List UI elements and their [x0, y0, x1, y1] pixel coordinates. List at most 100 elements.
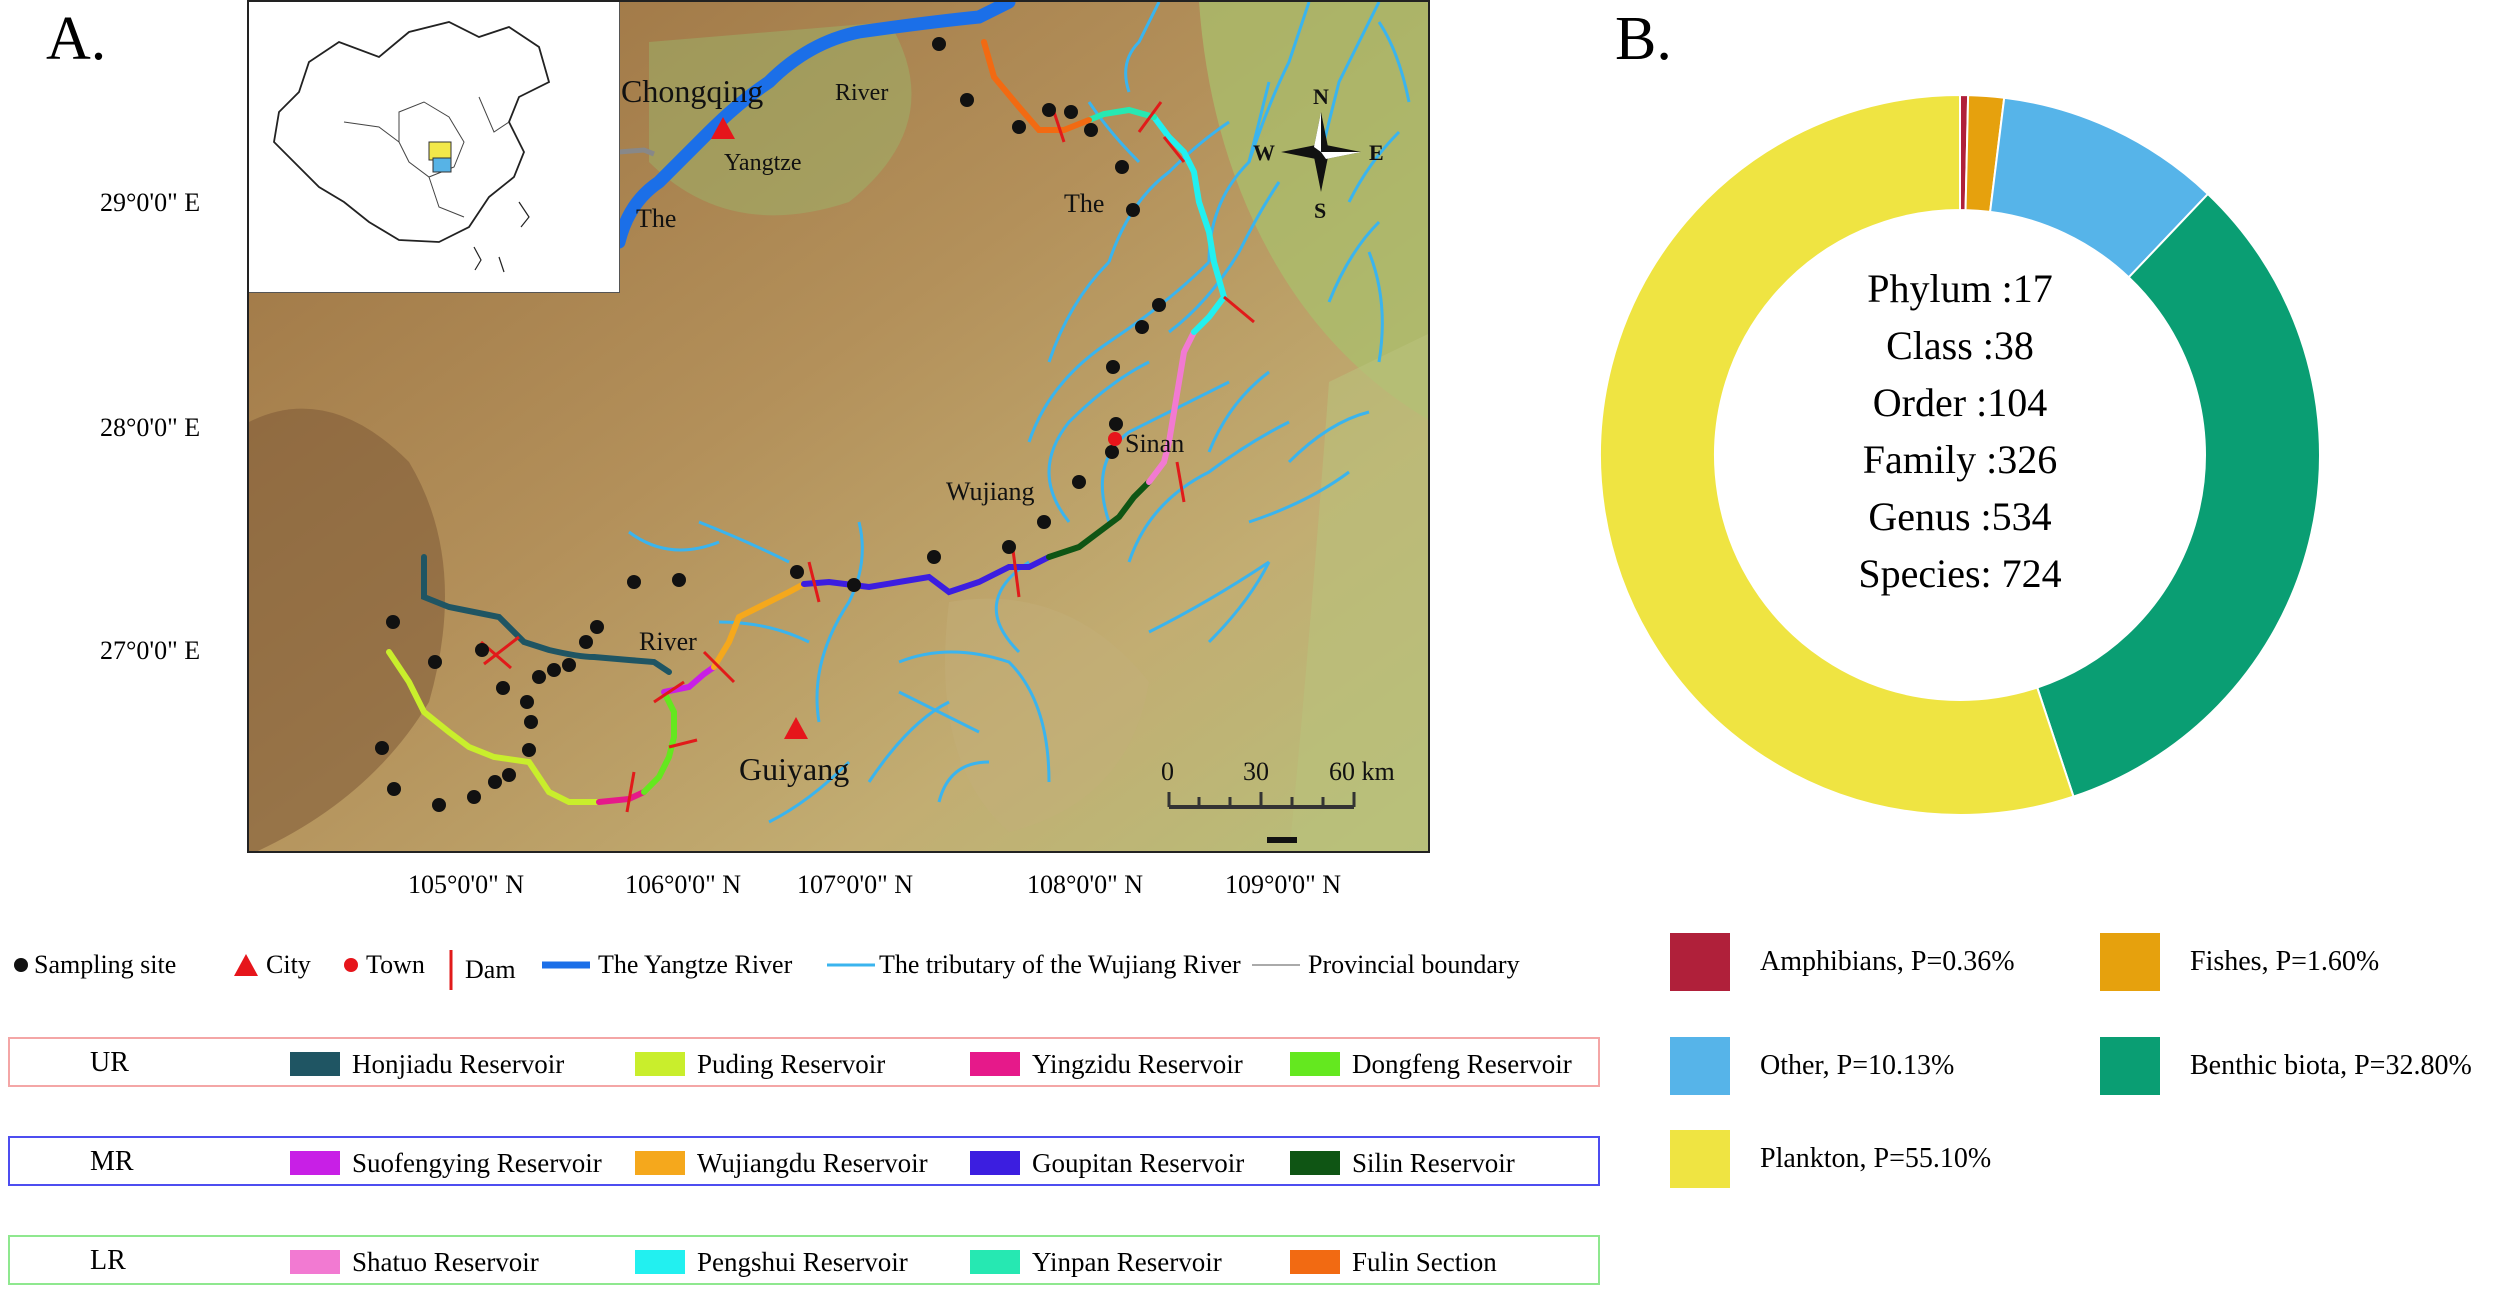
donut-legend-amphibians-label: Amphibians, P=0.36% [1760, 946, 2015, 977]
city-marker-guiyang [784, 717, 808, 739]
legend-yangtze-label: The Yangtze River [598, 950, 793, 979]
taxonomy-phylum: Phylum :17 [1867, 266, 2053, 311]
legend-silin-label: Silin Reservoir [1352, 1148, 1515, 1178]
biota-donut-chart [1599, 93, 2321, 816]
silin-segment [1046, 479, 1152, 560]
provincial-boundary [618, 147, 655, 157]
legend-honjiadu-label: Honjiadu Reservoir [352, 1049, 565, 1079]
compass-n: N [1313, 84, 1329, 109]
lat-label-29: 29°0'0" E [100, 188, 201, 217]
taxonomy-species: Species: 724 [1858, 551, 2062, 596]
compass-rose: N S W E [1253, 84, 1384, 223]
fulin-segment [981, 39, 1092, 133]
panel-b-label: B. [1615, 5, 1672, 73]
legend-row-mr: MR Suofengying Reservoir Wujiangdu Reser… [8, 1136, 1600, 1186]
group-tag-mr: MR [90, 1146, 134, 1177]
town-marker-sinan [1108, 432, 1122, 446]
legend-shatuo: Shatuo Reservoir [290, 1247, 539, 1278]
lon-label-107: 107°0'0" N [797, 870, 913, 899]
lon-label-109: 109°0'0" N [1225, 870, 1341, 899]
taxonomy-family: Family :326 [1862, 437, 2058, 482]
legend-dongfeng: Dongfeng Reservoir [1290, 1049, 1572, 1080]
donut-legend-plankton: Plankton, P=55.10% [1670, 1130, 1991, 1188]
puding-segment [386, 649, 602, 805]
label-river-mid: River [639, 627, 697, 656]
taxonomy-summary: Phylum :17 Class :38 Order :104 Family :… [1760, 260, 2160, 602]
legend-sampling-site: Sampling site [12, 950, 176, 980]
legend-goupitan: Goupitan Reservoir [970, 1148, 1244, 1179]
legend-shatuo-label: Shatuo Reservoir [352, 1247, 539, 1277]
highland-patch-w [249, 408, 445, 851]
legend-row-lr: LR Shatuo Reservoir Pengshui Reservoir Y… [8, 1235, 1600, 1285]
legend-town: Town [342, 950, 425, 980]
legend-suofengying: Suofengying Reservoir [290, 1148, 602, 1179]
donut-legend-other-label: Other, P=10.13% [1760, 1050, 1955, 1081]
study-area-map: N S W E 0 30 60 km Chongqing Yangtze The… [247, 0, 1430, 853]
swatch-plankton [1670, 1130, 1730, 1188]
compass-w: W [1253, 140, 1275, 165]
city-marker-chongqing [711, 117, 735, 139]
donut-legend-plankton-label: Plankton, P=55.10% [1760, 1143, 1992, 1174]
donut-legend-amphibians: Amphibians, P=0.36% [1670, 933, 2015, 991]
legend-yinpan: Yinpan Reservoir [970, 1247, 1222, 1278]
shatuo-segment [1146, 329, 1197, 485]
lat-label-28: 28°0'0" E [100, 413, 201, 442]
donut-legend-other: Other, P=10.13% [1670, 1037, 1954, 1095]
legend-wujiangdu: Wujiangdu Reservoir [635, 1148, 928, 1179]
taxonomy-class: Class :38 [1886, 323, 2034, 368]
legend-fulin-label: Fulin Section [1352, 1247, 1497, 1277]
compass-e: E [1369, 140, 1384, 165]
legend-yingzidu: Yingzidu Reservoir [970, 1049, 1243, 1080]
scale-tick-60: 60 km [1329, 757, 1395, 786]
honjiadu-segment [421, 554, 597, 660]
swatch-benthic [2100, 1037, 2160, 1095]
scale-tick-0: 0 [1161, 757, 1174, 786]
lon-label-105: 105°0'0" N [408, 870, 524, 899]
legend-puding-label: Puding Reservoir [697, 1049, 886, 1079]
china-outline [273, 21, 551, 273]
legend-honjiadu: Honjiadu Reservoir [290, 1049, 564, 1080]
label-wujiang: Wujiang [946, 477, 1035, 506]
legend-yinpan-label: Yinpan Reservoir [1032, 1247, 1222, 1277]
donut-slice-plankton [1599, 93, 2075, 816]
lowland-patch-e [1289, 333, 1428, 851]
swatch-fishes [2100, 933, 2160, 991]
pengshui-segment [1151, 114, 1228, 335]
legend-suofengying-label: Suofengying Reservoir [352, 1148, 602, 1178]
lat-label-27: 27°0'0" E [100, 636, 201, 665]
legend-tributary-label: The tributary of the Wujiang River [879, 950, 1241, 979]
taxonomy-genus: Genus :534 [1868, 494, 2052, 539]
legend-puding: Puding Reservoir [635, 1049, 885, 1080]
group-tag-ur: UR [90, 1047, 129, 1078]
donut-legend-fishes: Fishes, P=1.60% [2100, 933, 2379, 991]
legend-boundary: Provincial boundary [1252, 950, 1520, 980]
label-chongqing: Chongqing [621, 73, 763, 109]
legend-sampling-site-label: Sampling site [34, 950, 177, 979]
legend-tributary: The tributary of the Wujiang River [827, 950, 1241, 980]
legend-city-label: City [266, 950, 311, 979]
label-the-left: The [636, 204, 676, 233]
legend-yangtze: The Yangtze River [542, 950, 792, 980]
legend-dam-label: Dam [465, 955, 516, 984]
legend-fulin: Fulin Section [1290, 1247, 1497, 1278]
legend-silin: Silin Reservoir [1290, 1148, 1515, 1179]
legend-dam: Dam [445, 950, 516, 990]
tributaries [628, 2, 1411, 824]
donut-slice-benthic-biota [2035, 192, 2321, 798]
valley-patch-n [649, 22, 912, 216]
wujiangdu-segment [711, 581, 807, 670]
legend-wujiangdu-label: Wujiangdu Reservoir [697, 1148, 928, 1178]
legend-yingzidu-label: Yingzidu Reservoir [1032, 1049, 1243, 1079]
legend-dongfeng-label: Dongfeng Reservoir [1352, 1049, 1572, 1079]
legend-row-ur: UR Honjiadu Reservoir Puding Reservoir Y… [8, 1037, 1600, 1087]
swatch-amphibians [1670, 933, 1730, 991]
label-river-top: River [835, 80, 888, 106]
swatch-other [1670, 1037, 1730, 1095]
lowland-patch-ne [1199, 2, 1428, 420]
label-the-right: The [1064, 189, 1104, 218]
suofengying-segment [661, 664, 717, 695]
donut-legend-benthic-label: Benthic biota, P=32.80% [2190, 1050, 2472, 1081]
legend-boundary-label: Provincial boundary [1308, 950, 1520, 979]
label-guiyang: Guiyang [739, 751, 849, 787]
legend-pengshui: Pengshui Reservoir [635, 1247, 908, 1278]
